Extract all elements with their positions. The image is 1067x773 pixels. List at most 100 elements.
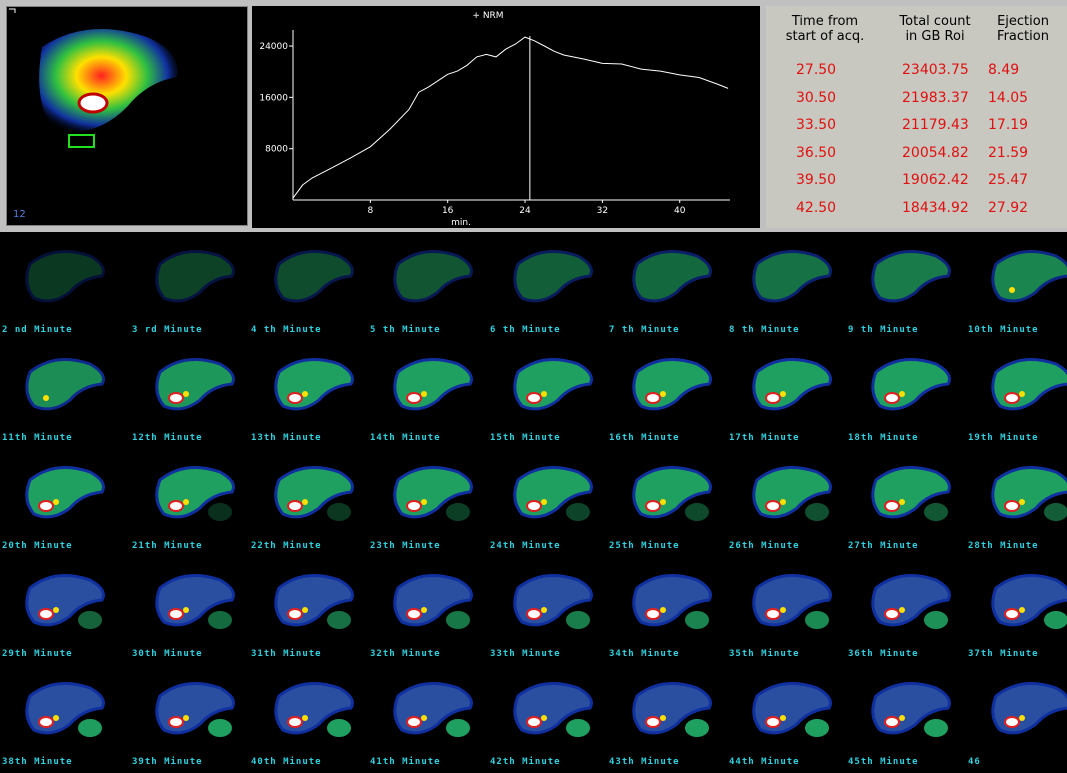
x-axis-label: min. [451,218,471,228]
frame-image [259,234,369,324]
gallbladder [407,393,421,403]
y-tick-label: 16000 [259,93,288,103]
intestine [208,719,232,737]
header-line: Total count [890,14,980,29]
frame-image [498,666,608,756]
frame-label: 9 th Minute [848,325,919,335]
header-line: start of acq. [780,29,870,44]
intestine [208,611,232,629]
frame-label: 10th Minute [968,325,1039,335]
intestine [566,719,590,737]
liver [634,360,711,409]
gallbladder [885,609,899,619]
table-cell: 19062.42 [902,172,969,188]
frame-image [856,234,966,324]
frame-image [140,450,250,540]
duct [53,499,59,505]
duct [183,607,189,613]
duct [183,715,189,721]
header-line: Ejection [988,14,1058,29]
frame-image [10,342,120,432]
y-tick-label: 8000 [265,145,288,155]
liver [754,360,831,409]
duct [780,607,786,613]
frame-image [378,342,488,432]
intestine [327,503,351,521]
table-cell: 20054.82 [902,145,969,161]
intestine [327,719,351,737]
liver [276,252,353,301]
scan-image: 12 [7,7,247,225]
frame-label: 22th Minute [251,541,322,551]
frame-label: 13th Minute [251,433,322,443]
frame-label: 7 th Minute [609,325,680,335]
frame-image [617,342,727,432]
roi [69,135,94,147]
liver [873,252,950,301]
frame-label: 17th Minute [729,433,800,443]
duct [780,499,786,505]
duct [421,499,427,505]
intestine [805,719,829,737]
duct [660,391,666,397]
duct [302,715,308,721]
frame-image [10,666,120,756]
image-panel: 12 [6,6,248,226]
intestine [327,611,351,629]
table-cell: 8.49 [988,62,1019,78]
gallbladder [407,717,421,727]
x-tick-label: 16 [442,206,454,216]
frame-label: 11th Minute [2,433,73,443]
x-tick-label: 40 [674,206,686,216]
frame-image [737,666,847,756]
corner [9,9,15,13]
header-line: Fraction [988,29,1058,44]
table-cell: 14.05 [988,90,1028,106]
gallbladder [1005,393,1019,403]
gallbladder [43,395,49,401]
table-cell: 21179.43 [902,117,969,133]
gallbladder [527,501,541,511]
gallbladder [527,609,541,619]
frame-image [498,342,608,432]
frame-image [498,234,608,324]
duct [53,607,59,613]
gallbladder [39,609,53,619]
frame-image [498,558,608,648]
intestine [1044,611,1067,629]
liver [27,468,104,517]
gallbladder [169,609,183,619]
gallbladder [288,393,302,403]
frame-label: 26th Minute [729,541,800,551]
frame-label: 20th Minute [2,541,73,551]
frame-image [10,234,120,324]
intestine [446,611,470,629]
frame-image [10,558,120,648]
duct [302,499,308,505]
intestine [685,719,709,737]
gallbladder [646,609,660,619]
frame-label: 27th Minute [848,541,919,551]
intestine [566,611,590,629]
duct [660,715,666,721]
frame-image [140,666,250,756]
frame-image [378,666,488,756]
duct [1019,607,1025,613]
frame-label: 12th Minute [132,433,203,443]
duct [899,607,905,613]
table-cell: 30.50 [796,90,836,106]
frame-label: 38th Minute [2,757,73,767]
liver [395,360,472,409]
frame-label: 25th Minute [609,541,680,551]
frame-label: 41th Minute [370,757,441,767]
duct [302,607,308,613]
frame-label: 30th Minute [132,649,203,659]
table-cell: 27.92 [988,200,1028,216]
liver [993,360,1067,409]
liver [515,252,592,301]
gallbladder [1005,609,1019,619]
duct [899,391,905,397]
